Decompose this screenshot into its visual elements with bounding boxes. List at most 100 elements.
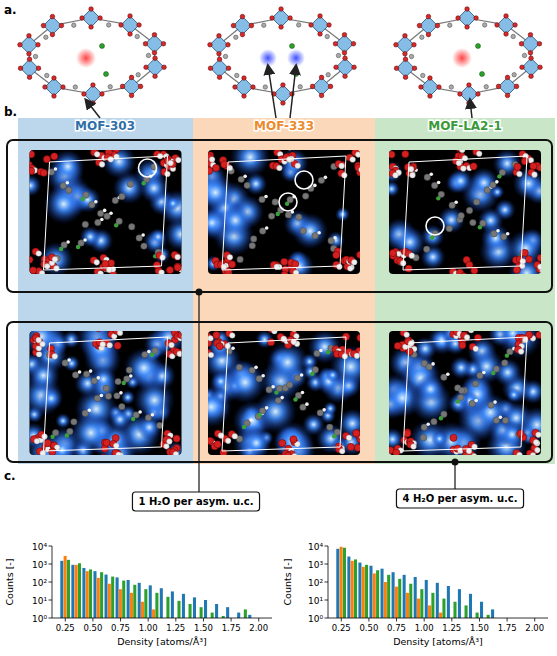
atom — [354, 444, 360, 451]
y-tick-label: 10³ — [308, 560, 323, 570]
polyhedron — [211, 59, 229, 77]
polyhedron — [233, 17, 251, 35]
atom — [50, 14, 55, 19]
atom — [281, 83, 286, 88]
atom — [229, 333, 235, 339]
atom — [502, 360, 508, 366]
atom — [114, 393, 120, 399]
atom — [517, 171, 523, 177]
bar — [244, 609, 247, 618]
atom — [136, 235, 142, 241]
atom — [412, 42, 417, 47]
bar — [373, 573, 376, 618]
atom — [476, 92, 481, 97]
y-tick — [325, 564, 329, 565]
atom — [217, 51, 222, 56]
density-image — [380, 144, 552, 292]
atom — [27, 57, 32, 62]
y-tick — [325, 582, 329, 583]
polyhedron — [146, 58, 164, 76]
atom — [322, 408, 326, 412]
atom — [532, 172, 538, 178]
atom — [538, 65, 543, 70]
atom — [314, 350, 320, 356]
atom — [430, 235, 434, 239]
x-tick-label: 0.75 — [387, 623, 406, 633]
y-tick — [325, 618, 329, 619]
atom — [217, 57, 222, 62]
atom — [234, 35, 238, 39]
frame-name: MOF-333 — [254, 119, 314, 133]
bar — [465, 605, 468, 618]
atom — [95, 331, 102, 332]
atom — [103, 209, 107, 213]
atom — [350, 157, 356, 163]
polyhedron — [272, 9, 290, 27]
atom — [465, 7, 470, 12]
row-frame — [7, 140, 552, 292]
bar — [398, 579, 401, 618]
atom — [107, 342, 113, 348]
x-tick — [424, 618, 425, 622]
x-tick-label: 0.75 — [111, 623, 130, 633]
polyhedron — [396, 36, 414, 54]
atom — [178, 332, 182, 339]
bar — [64, 556, 67, 618]
atom — [409, 54, 413, 58]
atom — [49, 448, 56, 455]
atom — [334, 65, 339, 70]
atom — [164, 444, 170, 450]
atom — [242, 76, 247, 81]
atom — [100, 454, 107, 455]
y-tick-label: 10² — [308, 578, 323, 588]
polyhedron — [460, 85, 478, 103]
atom — [76, 245, 80, 249]
atom — [81, 197, 85, 201]
atom — [233, 85, 238, 90]
bar — [392, 572, 395, 618]
atom — [119, 193, 125, 199]
x-tick-label: 1.75 — [222, 623, 241, 633]
atom — [174, 264, 181, 271]
atom — [517, 430, 524, 437]
atom — [173, 451, 179, 455]
atom — [128, 32, 133, 37]
atom — [317, 231, 321, 235]
image-content — [30, 150, 182, 274]
atom — [208, 437, 214, 444]
density-blob — [241, 428, 271, 455]
chart-title: 1 H₂O per asym. u.c. — [138, 496, 253, 507]
bar — [86, 571, 89, 618]
x-tick — [396, 618, 397, 622]
atom — [50, 435, 54, 439]
atom — [119, 23, 124, 28]
atom — [352, 65, 357, 70]
bar — [78, 563, 81, 618]
atom — [411, 444, 417, 450]
atom — [491, 371, 495, 375]
atom — [346, 435, 352, 441]
bar — [82, 568, 85, 618]
atom — [208, 42, 213, 47]
atom — [290, 436, 297, 443]
atom — [249, 418, 253, 422]
atom — [424, 174, 430, 180]
atom — [255, 413, 261, 419]
image-content — [30, 331, 182, 455]
x-tick — [65, 618, 66, 622]
atom — [131, 417, 135, 421]
polyhedron — [82, 9, 100, 27]
atom — [525, 256, 532, 263]
atom — [326, 350, 330, 354]
atom — [468, 331, 474, 333]
atom — [500, 234, 506, 240]
atom — [30, 267, 37, 274]
x-tick-label: 0.50 — [83, 623, 102, 633]
atom — [499, 415, 503, 419]
bar — [171, 591, 174, 618]
atom — [292, 331, 298, 332]
atom — [106, 23, 110, 27]
atom — [270, 16, 275, 21]
atom — [403, 57, 408, 62]
polyhedron — [20, 36, 38, 54]
